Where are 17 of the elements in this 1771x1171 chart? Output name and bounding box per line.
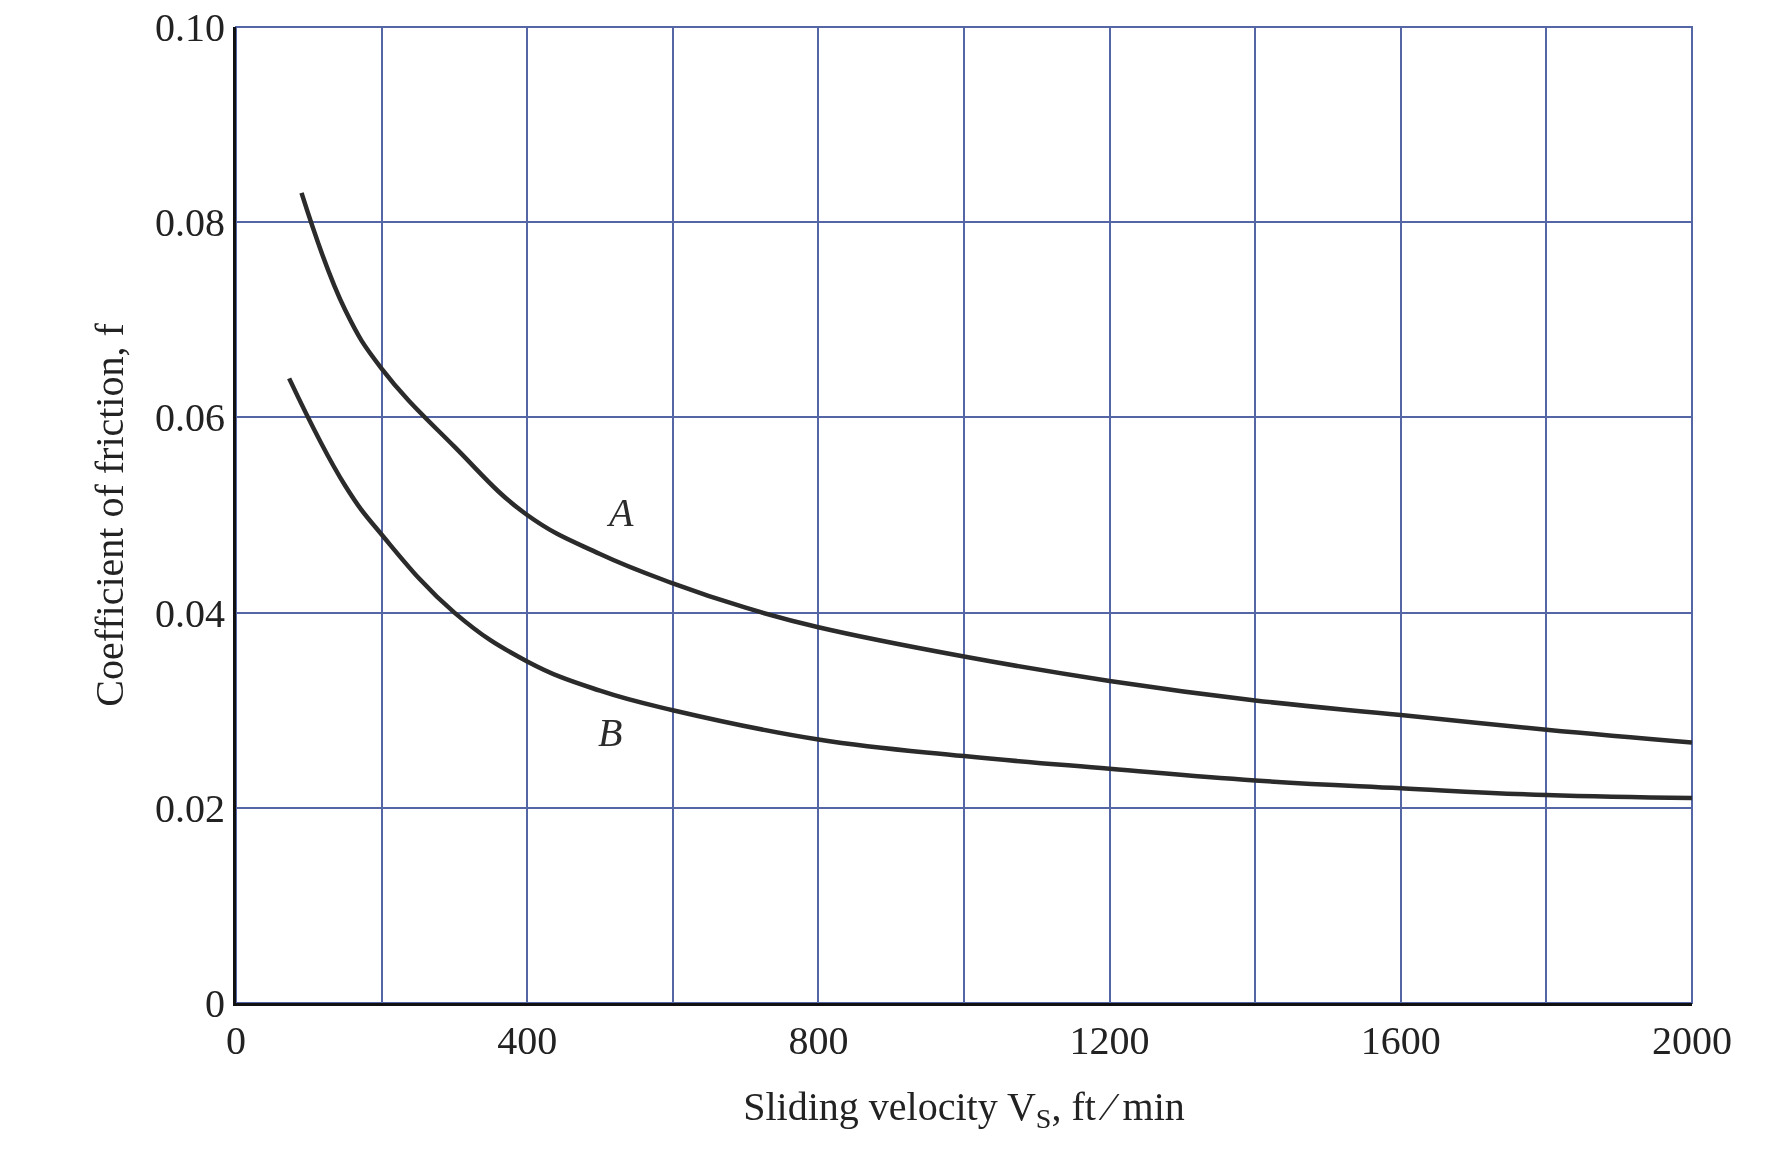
y-tick-label: 0 — [205, 981, 225, 1026]
y-tick-label: 0.06 — [155, 395, 225, 441]
x-tick-label: 1600 — [1360, 1018, 1441, 1063]
line-series — [299, 190, 1692, 745]
y-tick-label: 0.08 — [155, 200, 225, 246]
series-label: A — [606, 490, 634, 535]
line-series — [286, 376, 1692, 801]
x-tick-label: 2000 — [1652, 1018, 1732, 1063]
x-tick-label: 400 — [497, 1018, 558, 1063]
x-axis-title: Sliding velocity V$_{S}$, ft ⁄ min — [743, 1083, 1185, 1134]
x-tick-label: 800 — [788, 1018, 849, 1063]
series-label: B — [598, 710, 623, 755]
y-axis-title: Coefficient of friction, f — [86, 322, 132, 707]
y-tick-label: 0.04 — [155, 590, 225, 636]
x-tick-label: 1200 — [1069, 1018, 1150, 1063]
y-tick-label: 0.02 — [155, 785, 225, 831]
y-tick-label: 0.10 — [155, 5, 225, 50]
